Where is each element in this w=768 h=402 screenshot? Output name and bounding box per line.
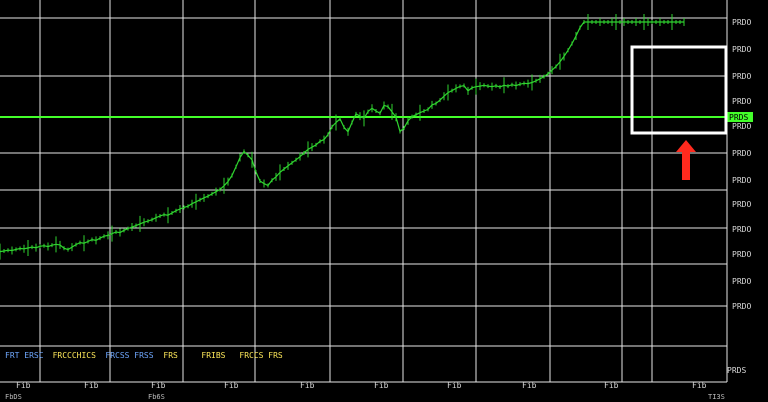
- legend-item: FRS: [163, 351, 178, 360]
- legend-item: FRCSS FRSS: [105, 351, 153, 360]
- legend: FRT ERSC FRCCCHICS FRCSS FRSS FRS FRIBS FRCCS…: [5, 351, 283, 360]
- legend-item: FRCCCHICS: [53, 351, 97, 360]
- price-line-label: PRDS: [729, 113, 748, 122]
- y-tick-label: PRDO: [732, 225, 751, 234]
- y-tick-label: PRDO: [732, 302, 751, 311]
- highlight-group: [630, 45, 728, 180]
- x-tick-label: Fib: [16, 381, 31, 390]
- x-tick-label: Fib: [692, 381, 707, 390]
- x-tick-label-secondary: Fb6S: [148, 393, 165, 401]
- x-tick-label: Fib: [300, 381, 315, 390]
- x-tick-label: Fib: [224, 381, 239, 390]
- y-tick-label: PRDO: [732, 97, 751, 106]
- x-tick-label: Fib: [84, 381, 99, 390]
- price-line-label-bg: [727, 112, 753, 122]
- y-tick-label: PRDO: [732, 277, 751, 286]
- x-tick-label: Fib: [374, 381, 389, 390]
- y-tick-label: PRDO: [732, 200, 751, 209]
- x-axis: Fib Fib Fib Fib Fib Fib Fib Fib Fib Fib FbDS Fb6S TI…: [5, 381, 725, 401]
- corner-label: PRDS: [727, 366, 746, 375]
- y-tick-label: PRDO: [732, 250, 751, 259]
- legend-item: FRIBS: [201, 351, 225, 360]
- y-tick-label: PRDO: [732, 45, 751, 54]
- series-group: [0, 14, 685, 260]
- x-tick-label-secondary: TI3S: [708, 393, 725, 401]
- series-line: [0, 21, 684, 253]
- highlight-box: [630, 45, 728, 135]
- arrow-icon: [676, 140, 696, 180]
- x-tick-label: Fib: [604, 381, 619, 390]
- x-tick-label: Fib: [447, 381, 462, 390]
- legend-item: FRT ERSC: [5, 351, 44, 360]
- x-tick-label: Fib: [522, 381, 537, 390]
- y-axis: PRDO PRDO PRDO PRDO PRDO PRDO PRDO PRDO PRDO PRDO…: [732, 18, 751, 311]
- x-tick-label-secondary: FbDS: [5, 393, 22, 401]
- y-tick-label: PRDO: [732, 18, 751, 27]
- legend-item: FRCCS FRS: [239, 351, 283, 360]
- y-tick-label: PRDO: [732, 72, 751, 81]
- x-tick-label: Fib: [151, 381, 166, 390]
- y-tick-label: PRDO: [732, 149, 751, 158]
- y-tick-label: PRDO: [732, 122, 751, 131]
- y-tick-label: PRDO: [732, 176, 751, 185]
